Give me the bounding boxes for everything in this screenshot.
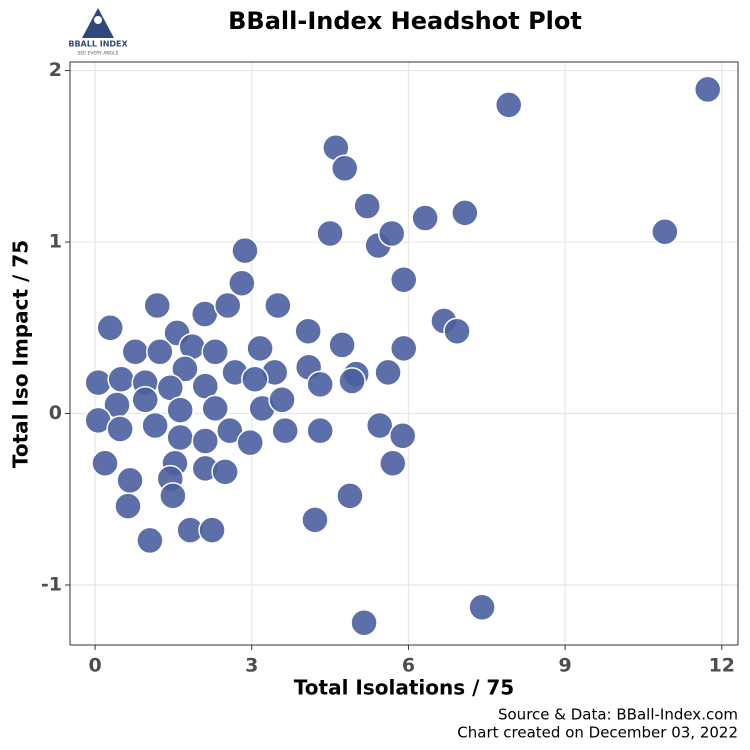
point [336,482,364,510]
point [171,355,199,383]
created-note: Chart created on December 03, 2022 [457,724,738,742]
point [268,386,296,414]
point [143,291,171,320]
point [191,427,220,455]
point [494,91,523,119]
point [316,219,344,248]
chart-title: BBall-Index Headshot Plot [228,7,582,35]
logo: BBALL INDEX SEE EVERY ANGLE [68,8,128,57]
point [166,423,194,452]
point [271,416,299,445]
point [389,266,418,294]
point [451,199,479,227]
points [84,75,722,637]
source-note: Source & Data: BBall-Index.com [498,706,738,724]
point [213,291,242,320]
point [211,458,239,486]
point [411,204,439,232]
x-tick-label: 0 [88,655,101,677]
point [131,386,159,414]
point [228,269,256,297]
point [468,593,496,622]
point [107,365,135,393]
point [96,314,124,342]
point [306,416,334,445]
point [353,192,381,220]
y-tick-label: -1 [41,573,62,595]
point [116,466,144,495]
point [146,338,174,366]
point [166,396,194,424]
x-tick-label: 3 [245,655,258,677]
point [241,365,269,393]
point [389,334,418,363]
point [388,422,417,450]
point [141,411,169,440]
point [328,331,356,359]
point [301,506,329,534]
x-tick-label: 9 [559,655,572,677]
logo-text: BBALL INDEX [68,40,128,49]
y-axis-label: Total Iso Impact / 75 [9,240,33,468]
point [121,338,150,366]
point [379,449,407,477]
point [264,291,292,320]
point [374,358,402,387]
point [443,317,471,345]
y-tick-label: 0 [49,402,62,424]
point [190,300,219,328]
point [365,411,394,440]
point [231,236,259,265]
point [306,370,334,399]
point [114,492,142,520]
point [216,416,244,445]
point [350,608,378,637]
x-tick-label: 12 [709,655,735,677]
logo-ball [94,16,102,24]
point [377,219,406,248]
point [236,428,264,457]
point [84,368,112,397]
point [246,334,274,363]
point [106,415,134,443]
point [201,338,229,366]
point [159,482,187,510]
point [136,526,164,555]
point [91,449,119,477]
point [338,367,366,395]
logo-tagline: SEE EVERY ANGLE [77,51,118,57]
point [330,154,359,183]
point [651,218,679,246]
y-tick-label: 2 [49,59,62,81]
point [294,317,322,345]
x-axis-label: Total Isolations / 75 [294,676,514,700]
plot-border [69,61,739,646]
y-tick-label: 1 [49,231,62,253]
point [693,75,722,104]
point [198,516,226,544]
point [201,394,229,423]
x-tick-label: 6 [402,655,415,677]
